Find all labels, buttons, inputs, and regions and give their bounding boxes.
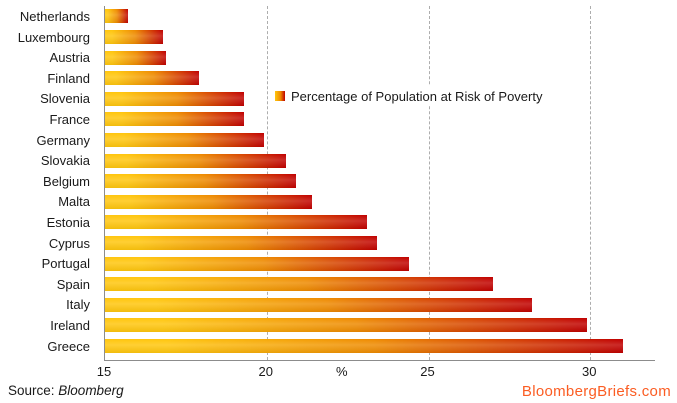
category-label-france: France <box>49 112 90 127</box>
x-tick-label-15: 15 <box>96 364 112 379</box>
category-label-ireland: Ireland <box>50 318 90 333</box>
category-label-greece: Greece <box>47 338 90 354</box>
legend-swatch-icon <box>275 91 285 101</box>
category-label-estonia: Estonia <box>46 215 90 230</box>
bar-germany <box>105 132 264 147</box>
source-note: Source: Bloomberg <box>8 383 124 398</box>
bar-austria <box>105 50 167 65</box>
bar-netherlands <box>105 9 128 24</box>
x-tick-label-20: 20 <box>258 364 273 379</box>
legend: Percentage of Population at Risk of Pove… <box>271 86 549 106</box>
category-label-austria: Austria <box>49 50 90 66</box>
bar-italy <box>105 297 533 312</box>
bar-ireland <box>105 318 588 333</box>
category-label-netherlands: Netherlands <box>19 9 90 24</box>
bar-spain <box>105 277 494 292</box>
category-label-finland: Finland <box>47 70 90 86</box>
bar-france <box>105 112 245 127</box>
category-label-belgium: Belgium <box>43 173 90 189</box>
watermark: BloombergBriefs.com <box>521 383 671 400</box>
bar-finland <box>105 71 199 86</box>
bar-malta <box>105 194 313 209</box>
category-label-malta: Malta <box>58 194 90 210</box>
bar-slovakia <box>105 153 287 168</box>
bar-estonia <box>105 215 368 230</box>
source-name: Bloomberg <box>58 383 124 398</box>
gridline-25 <box>428 6 430 360</box>
gridline-30 <box>590 6 592 360</box>
category-label-spain: Spain <box>56 276 90 292</box>
x-axis-unit-label: % <box>336 364 348 379</box>
bar-greece <box>105 338 623 353</box>
legend-label: Percentage of Population at Risk of Pove… <box>291 88 543 104</box>
category-label-slovakia: Slovakia <box>40 153 90 169</box>
category-label-germany: Germany <box>36 132 90 148</box>
x-axis: 15 20 25 30% <box>97 364 654 381</box>
plot-area <box>104 6 655 361</box>
category-label-luxembourg: Luxembourg <box>17 29 90 45</box>
bar-slovenia <box>105 91 245 106</box>
bar-cyprus <box>105 235 377 250</box>
bar-luxembourg <box>105 29 164 44</box>
source-label: Source: <box>8 383 55 398</box>
x-tick-label-30: 30 <box>582 364 597 379</box>
category-label-italy: Italy <box>66 297 90 313</box>
category-label-portugal: Portugal <box>41 256 90 272</box>
category-label-slovenia: Slovenia <box>40 91 90 107</box>
bar-belgium <box>105 174 296 189</box>
bar-portugal <box>105 256 410 271</box>
category-label-cyprus: Cyprus <box>48 235 90 251</box>
x-tick-label-25: 25 <box>420 364 435 379</box>
